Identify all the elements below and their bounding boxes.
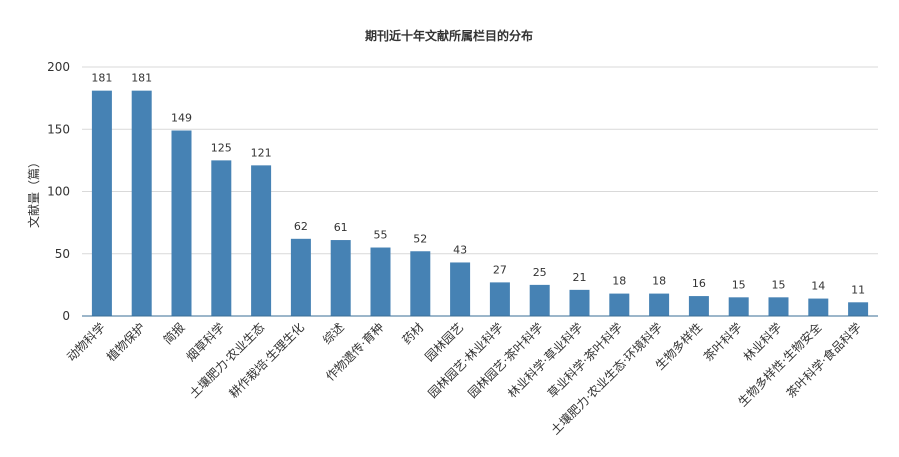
data-label: 14	[811, 280, 825, 293]
bar	[649, 293, 670, 316]
bar	[609, 293, 630, 316]
bar	[728, 297, 749, 316]
x-tick-label: 园林园艺·林业科学	[425, 320, 506, 401]
data-label: 15	[772, 278, 786, 291]
data-label: 11	[851, 283, 865, 296]
bar	[290, 238, 311, 316]
bar	[848, 302, 869, 316]
data-label: 125	[211, 141, 232, 154]
bars	[91, 90, 869, 316]
bar	[171, 130, 192, 316]
y-axis-label: 文献量（篇）	[26, 156, 41, 228]
x-tick-label: 草业科学·茶叶科学	[544, 320, 625, 401]
gridlines	[82, 66, 878, 255]
data-label: 52	[413, 232, 427, 245]
bar	[529, 284, 550, 316]
x-tick-label: 动物科学	[63, 320, 108, 365]
bar	[489, 282, 510, 316]
y-tick-label: 200	[47, 60, 70, 74]
bar	[251, 165, 272, 316]
data-label: 121	[251, 146, 272, 159]
x-tick-label: 园林园艺·茶叶科学	[465, 320, 546, 401]
bar	[768, 297, 789, 316]
bar	[450, 262, 471, 316]
y-tick-label: 50	[55, 247, 70, 261]
data-label: 18	[652, 275, 666, 288]
data-label: 61	[334, 221, 348, 234]
bar	[410, 251, 431, 316]
bar	[370, 247, 391, 316]
data-labels: 181 181 149 125 121 62 61 55 52 43 27 25 21 18 18 16 15 1…	[91, 72, 865, 297]
bar	[91, 90, 112, 316]
x-tick-label: 茶叶科学	[700, 320, 745, 365]
y-axis-ticks: 0 50 100 150 200	[47, 60, 70, 323]
data-label: 55	[374, 229, 388, 242]
data-label: 43	[453, 243, 467, 256]
data-label: 15	[732, 278, 746, 291]
data-label: 16	[692, 277, 706, 290]
x-tick-label: 药材	[400, 320, 427, 347]
y-tick-label: 100	[47, 185, 70, 199]
x-tick-label: 林业科学·草业科学	[504, 320, 585, 401]
x-tick-label: 综述	[320, 320, 347, 347]
x-tick-label: 植物保护	[103, 320, 148, 365]
y-tick-label: 150	[47, 122, 70, 136]
bar	[330, 240, 351, 316]
x-tick-label: 土壤肥力·农业生态	[186, 320, 267, 401]
x-tick-label: 茶叶科学·食品科学	[783, 320, 864, 401]
x-tick-label: 简报	[160, 320, 188, 348]
bar	[131, 90, 152, 316]
bar	[688, 296, 709, 316]
y-tick-label: 0	[62, 309, 70, 323]
x-tick-label: 耕作栽培·生理生化	[226, 320, 307, 401]
bar	[569, 289, 590, 316]
data-label: 149	[171, 111, 192, 124]
bar	[808, 298, 829, 316]
data-label: 181	[91, 72, 112, 85]
data-label: 62	[294, 220, 308, 233]
data-label: 27	[493, 263, 507, 276]
chart-title: 期刊近十年文献所属栏目的分布	[365, 28, 533, 43]
bar	[211, 160, 232, 316]
data-label: 18	[612, 275, 626, 288]
data-label: 25	[533, 266, 547, 279]
data-label: 21	[573, 271, 587, 284]
data-label: 181	[131, 72, 152, 85]
